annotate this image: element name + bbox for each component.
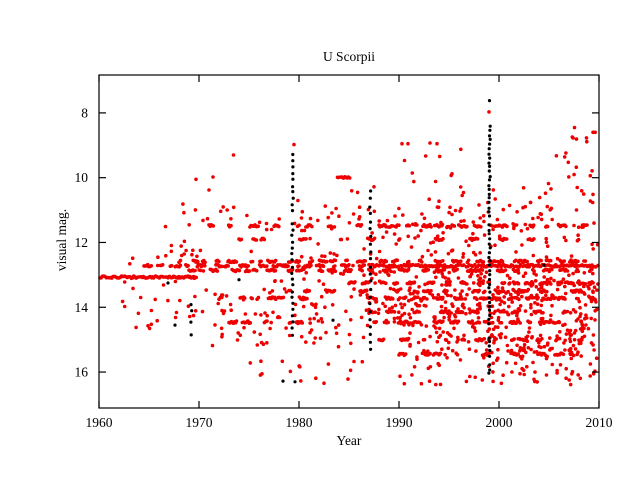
x-tick-label: 1960 [86, 415, 113, 430]
y-tick-label: 16 [75, 365, 89, 380]
x-tick-label: 1980 [286, 415, 313, 430]
x-tick-label: 1970 [186, 415, 213, 430]
black-outburst-points [166, 99, 546, 384]
y-tick-label: 14 [75, 300, 89, 315]
x-axis-title: Year [336, 433, 362, 448]
y-axis-title: visual mag. [54, 208, 69, 272]
tick-labels: 1960 1970 1980 1990 2000 2010 8 10 12 14 16 [75, 105, 613, 430]
axes-frame [98, 74, 600, 409]
plot-title: U Scorpii [322, 49, 376, 64]
x-tick-label: 2000 [486, 415, 513, 430]
x-tick-label: 1990 [386, 415, 413, 430]
y-tick-label: 8 [81, 105, 88, 120]
red-observation-points [98, 110, 600, 387]
y-tick-label: 12 [75, 235, 89, 250]
y-tick-label: 10 [75, 170, 89, 185]
x-tick-label: 2010 [586, 415, 613, 430]
